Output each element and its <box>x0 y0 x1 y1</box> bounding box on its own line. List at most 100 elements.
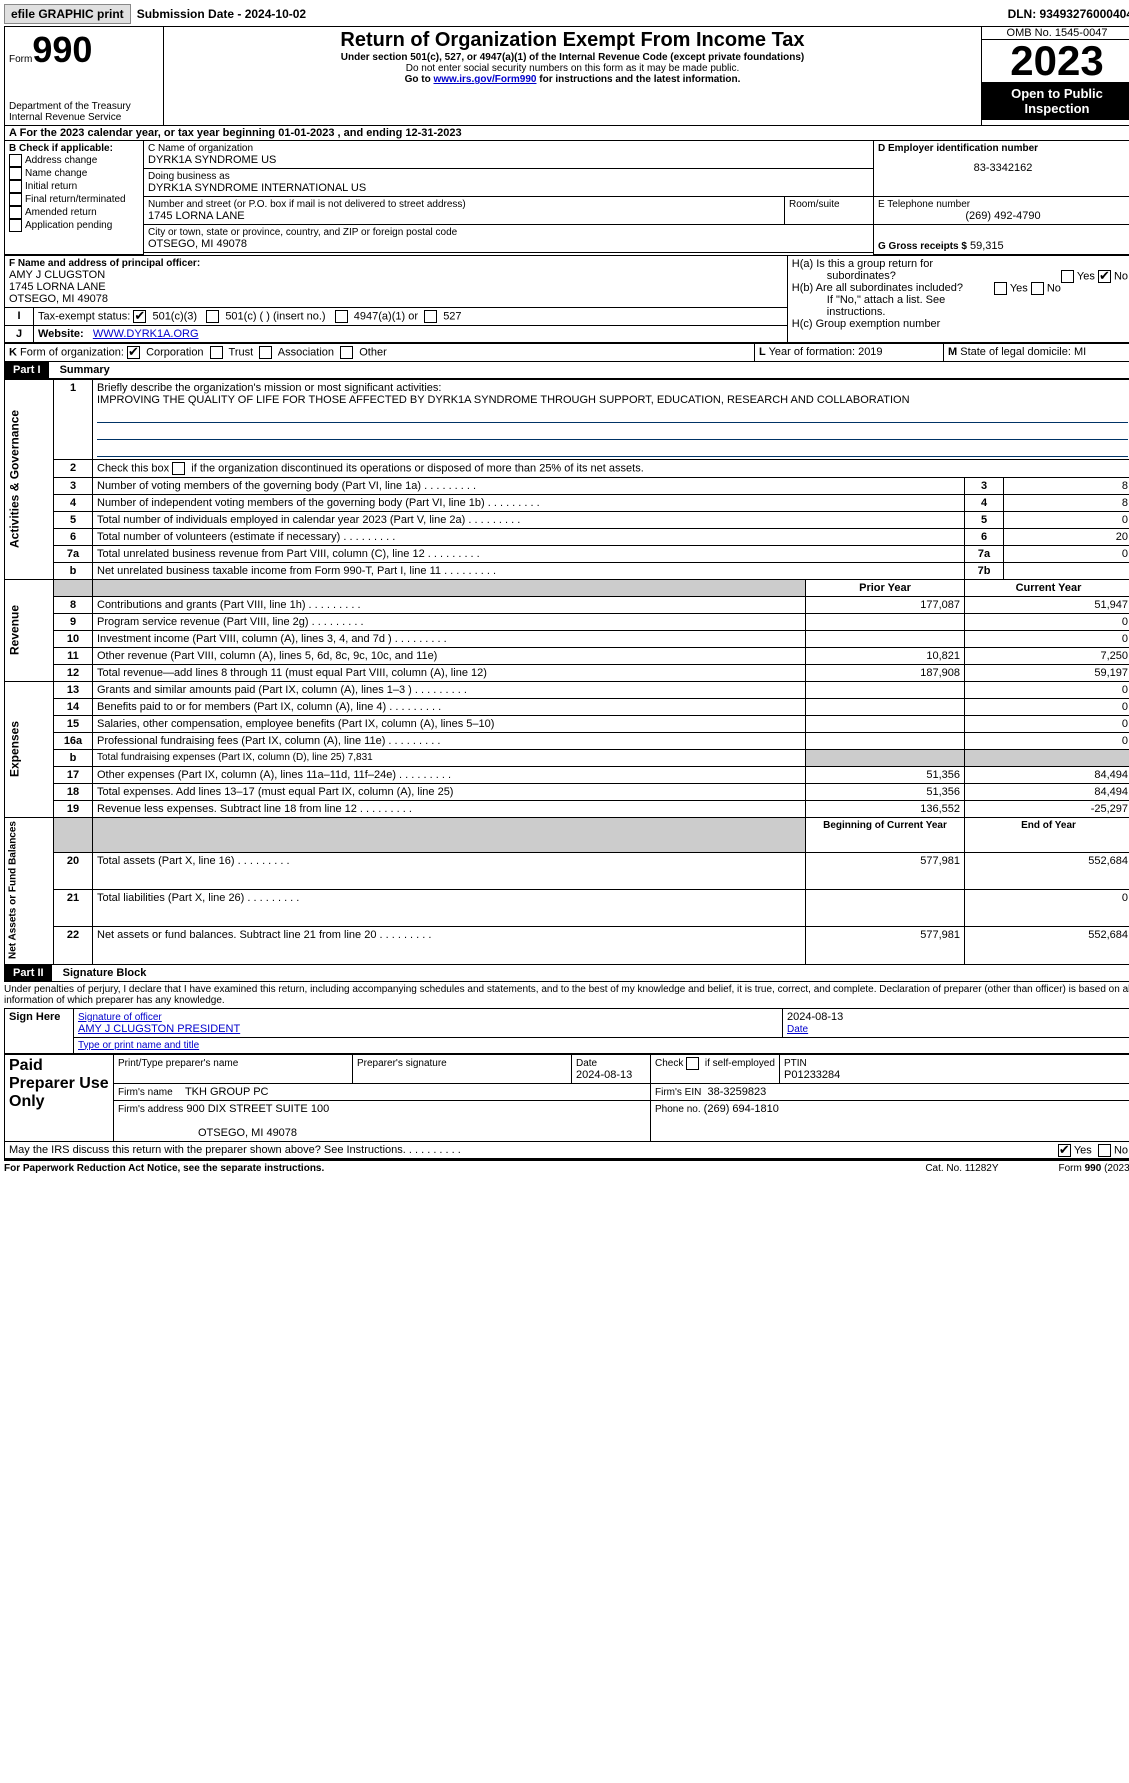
p17: 51,356 <box>806 766 965 783</box>
prep-date-label: Date <box>576 1058 597 1069</box>
pending-check[interactable] <box>9 219 22 232</box>
discuss-no-label: No <box>1114 1144 1128 1156</box>
final-check[interactable] <box>9 193 22 206</box>
501c-check[interactable] <box>206 310 219 323</box>
sig-date: 2024-08-13 <box>787 1011 843 1023</box>
self-emp-check[interactable] <box>686 1057 699 1070</box>
r10: Investment income (Part VIII, column (A)… <box>97 633 447 645</box>
p19: 136,552 <box>806 800 965 817</box>
side-activities: Activities & Governance <box>5 379 54 579</box>
amended-label: Amended return <box>25 207 97 218</box>
501c3-label: 501(c)(3) <box>152 310 197 322</box>
dln: DLN: 93493276000404 <box>1008 7 1129 21</box>
v7b <box>1004 562 1129 579</box>
firm-name-label: Firm's name <box>118 1087 173 1098</box>
501c3-check[interactable] <box>133 310 146 323</box>
527-check[interactable] <box>424 310 437 323</box>
curr-head: Current Year <box>965 579 1129 596</box>
assoc-check[interactable] <box>259 346 272 359</box>
amended-check[interactable] <box>9 206 22 219</box>
domicile: State of legal domicile: MI <box>960 346 1086 358</box>
firm-phone-label: Phone no. <box>655 1104 701 1115</box>
year-formation: Year of formation: 2019 <box>769 346 883 358</box>
header-table: Form990 Department of the Treasury Inter… <box>4 26 1129 126</box>
org-name: DYRK1A SYNDROME US <box>148 154 869 166</box>
website-link[interactable]: WWW.DYRK1A.ORG <box>93 328 199 340</box>
end-head: End of Year <box>965 817 1129 852</box>
corp-check[interactable] <box>127 346 140 359</box>
paid-preparer: Paid Preparer Use Only <box>5 1054 114 1141</box>
mission: IMPROVING THE QUALITY OF LIFE FOR THOSE … <box>97 394 910 406</box>
v6: 20 <box>1004 528 1129 545</box>
part1-tag: Part I <box>5 362 49 378</box>
firm-name: TKH GROUP PC <box>185 1086 269 1098</box>
discuss-yes-label: Yes <box>1074 1144 1092 1156</box>
firm-addr-label: Firm's address <box>118 1104 183 1115</box>
footer-left: For Paperwork Reduction Act Notice, see … <box>4 1163 324 1174</box>
f-label: F Name and address of principal officer: <box>9 258 783 269</box>
c16a: 0 <box>965 732 1129 749</box>
j-label: J <box>5 325 34 342</box>
efile-button[interactable]: efile GRAPHIC print <box>4 4 131 24</box>
line-a: For the 2023 calendar year, or tax year … <box>20 127 462 139</box>
corp-label: Corporation <box>146 346 203 358</box>
gross-receipts: 59,315 <box>970 240 1004 252</box>
p9 <box>806 613 965 630</box>
q2: if the organization discontinued its ope… <box>191 462 644 474</box>
line-a-prefix: A <box>9 127 17 139</box>
b21 <box>806 889 965 926</box>
submission-date: Submission Date - 2024-10-02 <box>137 7 306 21</box>
discuss-yes[interactable] <box>1058 1144 1071 1157</box>
e17: Other expenses (Part IX, column (A), lin… <box>97 769 451 781</box>
irs-link[interactable]: www.irs.gov/Form990 <box>433 74 536 85</box>
c11: 7,250 <box>965 647 1129 664</box>
q6: Total number of volunteers (estimate if … <box>97 531 395 543</box>
yes-label2: Yes <box>1010 282 1028 294</box>
no-label2: No <box>1047 282 1061 294</box>
form-subtitle: Under section 501(c), 527, or 4947(a)(1)… <box>168 52 977 63</box>
footer-mid: Cat. No. 11282Y <box>925 1163 998 1174</box>
addr-change-check[interactable] <box>9 154 22 167</box>
other-check[interactable] <box>340 346 353 359</box>
sig-officer-label: Signature of officer <box>78 1012 162 1023</box>
n20: Total assets (Part X, line 16) <box>97 855 290 867</box>
addr-change-label: Address change <box>25 155 97 166</box>
name-change-check[interactable] <box>9 167 22 180</box>
trust-check[interactable] <box>210 346 223 359</box>
side-revenue: Revenue <box>5 579 54 681</box>
ha-no[interactable] <box>1098 270 1111 283</box>
q3: Number of voting members of the governin… <box>97 480 476 492</box>
side-netassets: Net Assets or Fund Balances <box>5 817 54 964</box>
c14: 0 <box>965 698 1129 715</box>
r9: Program service revenue (Part VIII, line… <box>97 616 364 628</box>
m-label: M <box>948 346 957 358</box>
c18: 84,494 <box>965 783 1129 800</box>
q7b: Net unrelated business taxable income fr… <box>97 565 496 577</box>
firm-addr1: 900 DIX STREET SUITE 100 <box>186 1103 329 1115</box>
e16b: Total fundraising expenses (Part IX, col… <box>97 752 373 763</box>
q1: Briefly describe the organization's miss… <box>97 382 441 394</box>
p16a <box>806 732 965 749</box>
hb-yes[interactable] <box>994 282 1007 295</box>
officer-addr1: 1745 LORNA LANE <box>9 281 783 293</box>
e22v: 552,684 <box>965 927 1129 964</box>
hb-no[interactable] <box>1031 282 1044 295</box>
type-print-label: Type or print name and title <box>74 1037 1129 1053</box>
firm-addr2: OTSEGO, MI 49078 <box>118 1127 297 1139</box>
tax-exempt-label: Tax-exempt status: <box>38 310 130 322</box>
ha-yes[interactable] <box>1061 270 1074 283</box>
tax-year: 2023 <box>982 40 1129 82</box>
firm-ein: 38-3259823 <box>707 1086 766 1098</box>
p10 <box>806 630 965 647</box>
sign-here: Sign Here <box>5 1008 74 1053</box>
discuss-no[interactable] <box>1098 1144 1111 1157</box>
c9: 0 <box>965 613 1129 630</box>
ha-label2: subordinates? <box>792 270 896 282</box>
perjury-decl: Under penalties of perjury, I declare th… <box>4 982 1129 1008</box>
initial-check[interactable] <box>9 180 22 193</box>
assoc-label: Association <box>278 346 334 358</box>
k-label: K <box>9 346 17 358</box>
q2-check[interactable] <box>172 462 185 475</box>
4947-check[interactable] <box>335 310 348 323</box>
527-label: 527 <box>443 310 461 322</box>
